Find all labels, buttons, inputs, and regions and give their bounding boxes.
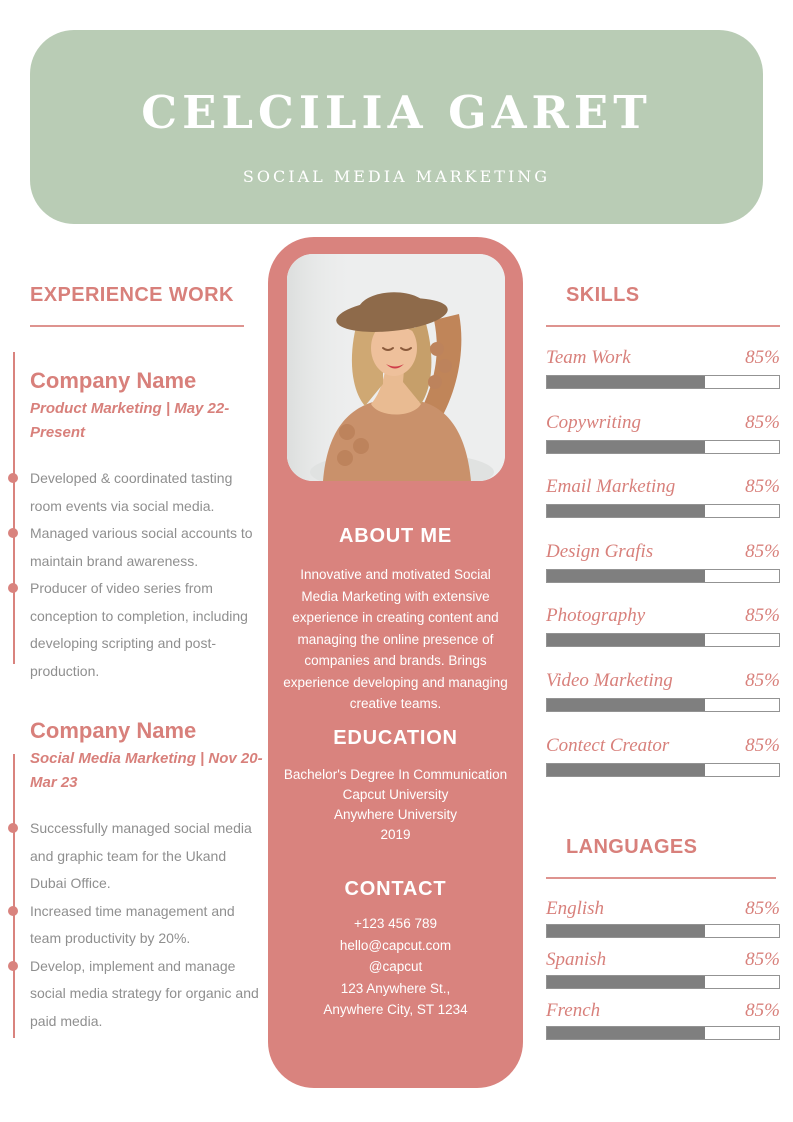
skills-rule	[546, 325, 780, 327]
timeline-line	[13, 754, 15, 1038]
timeline-line	[13, 352, 15, 664]
job-bullet: Develop, implement and manage social med…	[8, 953, 272, 1036]
skill-percent: 85%	[745, 605, 780, 627]
job-bullet: Producer of video series from conception…	[8, 575, 272, 685]
job-bullet: Developed & coordinated tasting room eve…	[8, 465, 272, 520]
person-name: CELCILIA GARET	[141, 86, 652, 139]
education-text: Bachelor's Degree In Communication Capcu…	[283, 767, 508, 842]
skill-bar	[546, 375, 780, 389]
job-meta: Social Media Marketing | Nov 20- Mar 23	[30, 750, 263, 791]
skill-bar-fill	[547, 763, 705, 776]
job-entry-1: Company Name Product Marketing | May 22-…	[8, 352, 272, 685]
education-title: EDUCATION	[333, 727, 458, 749]
skill-row: Contect Creator 85%	[546, 733, 780, 798]
skill-label: Copywriting	[546, 411, 642, 433]
profile-panel: ABOUT ME Innovative and motivated Social…	[268, 237, 523, 1088]
language-bar-fill	[547, 1027, 705, 1039]
job-bullet: Managed various social accounts to maint…	[8, 520, 272, 575]
language-label: French	[546, 1000, 601, 1021]
job-bullet: Increased time management and team produ…	[8, 898, 272, 953]
skill-row: Video Marketing 85%	[546, 668, 780, 733]
skill-bar-fill	[547, 634, 705, 647]
contact-title: CONTACT	[344, 878, 447, 900]
language-bar-fill	[547, 925, 705, 937]
skill-label: Photography	[546, 605, 646, 627]
skill-bar-fill	[547, 505, 705, 518]
languages-list: English 85% Spanish 85% Fren	[546, 898, 780, 1051]
skill-bar	[546, 504, 780, 519]
languages-rule	[546, 877, 776, 879]
skill-percent: 85%	[745, 347, 780, 368]
company-name: Company Name	[30, 368, 197, 393]
skill-label: Video Marketing	[546, 669, 673, 691]
skill-bar	[546, 633, 780, 648]
languages-section-title: LANGUAGES	[566, 836, 698, 858]
skills-section-title: SKILLS	[566, 284, 640, 306]
language-bar	[546, 1026, 780, 1040]
language-label: Spanish	[546, 949, 607, 970]
skill-bar-fill	[547, 440, 705, 453]
language-label: English	[546, 898, 605, 919]
skill-row: Team Work 85%	[546, 345, 780, 410]
skill-row: Photography 85%	[546, 603, 780, 668]
experience-rule	[30, 325, 244, 327]
job-bullets: Developed & coordinated tasting room eve…	[8, 465, 272, 685]
language-row: English 85%	[546, 898, 780, 949]
job-entry-2: Company Name Social Media Marketing | No…	[8, 718, 272, 1038]
skill-row: Copywriting 85%	[546, 410, 780, 475]
header-card: CELCILIA GARET SOCIAL MEDIA MARKETING	[30, 30, 763, 224]
about-text: Innovative and motivated Social Media Ma…	[283, 567, 508, 711]
skill-bar	[546, 439, 780, 454]
skill-bar-fill	[547, 698, 705, 711]
language-percent: 85%	[745, 949, 780, 970]
skill-percent: 85%	[745, 476, 780, 498]
skill-label: Email Marketing	[546, 476, 676, 498]
skill-percent: 85%	[745, 669, 780, 691]
person-role: SOCIAL MEDIA MARKETING	[242, 167, 551, 186]
job-bullet: Successfully managed social media and gr…	[8, 815, 272, 898]
language-percent: 85%	[745, 1000, 780, 1021]
skill-label: Design Grafis	[546, 540, 654, 562]
skill-percent: 85%	[745, 540, 780, 562]
language-bar-fill	[547, 976, 705, 988]
about-title: ABOUT ME	[338, 525, 453, 547]
skill-row: Design Grafis 85%	[546, 539, 780, 604]
portrait-illustration	[287, 254, 505, 481]
skill-bar	[546, 762, 780, 777]
skills-list: Team Work 85% Copywriting 85%	[546, 345, 780, 797]
skill-row: Email Marketing 85%	[546, 474, 780, 539]
skill-percent: 85%	[745, 411, 780, 433]
language-percent: 85%	[745, 898, 780, 919]
experience-section-title: EXPERIENCE WORK	[30, 284, 234, 306]
skill-bar	[546, 568, 780, 583]
language-bar	[546, 924, 780, 938]
job-meta: Product Marketing | May 22-Present	[30, 400, 230, 441]
skill-bar-fill	[547, 376, 705, 388]
skill-percent: 85%	[745, 734, 780, 756]
job-bullets: Successfully managed social media and gr…	[8, 815, 272, 1036]
skill-bar	[546, 697, 780, 712]
language-row: French 85%	[546, 1000, 780, 1051]
company-name: Company Name	[30, 718, 197, 743]
language-row: Spanish 85%	[546, 949, 780, 1000]
skill-bar-fill	[547, 569, 705, 582]
skill-label: Contect Creator	[546, 734, 670, 756]
language-bar	[546, 975, 780, 989]
profile-photo	[287, 254, 505, 481]
skill-label: Team Work	[546, 347, 631, 368]
contact-text: +123 456 789 hello@capcut.com @capcut 12…	[323, 916, 468, 1017]
